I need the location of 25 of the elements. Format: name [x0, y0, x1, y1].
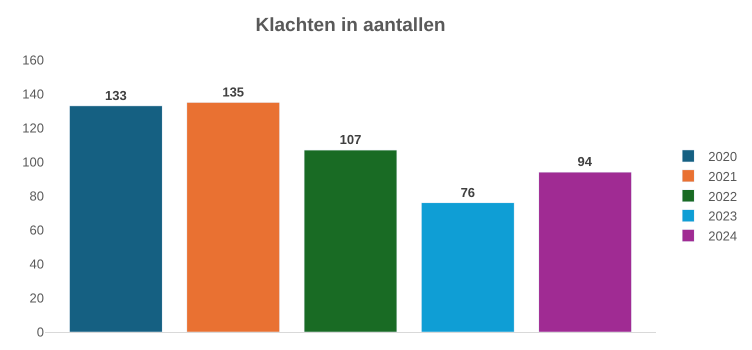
y-tick-label: 20 [30, 290, 44, 306]
legend-label: 2021 [708, 168, 738, 184]
y-tick-label: 100 [22, 154, 44, 170]
legend-label: 2020 [708, 149, 738, 164]
y-tick-label: 40 [30, 256, 44, 272]
chart-title: Klachten in aantallen [255, 14, 446, 36]
y-tick-label: 160 [22, 52, 44, 68]
legend-label: 2023 [708, 208, 738, 224]
bar [69, 106, 162, 332]
y-tick-label: 0 [36, 324, 44, 340]
data-label: 135 [222, 84, 244, 100]
bar [538, 172, 632, 332]
data-label: 133 [105, 88, 127, 103]
y-tick-label: 60 [30, 222, 44, 238]
y-tick-label: 80 [30, 188, 44, 204]
legend-label: 2022 [708, 188, 738, 204]
legend-label: 2024 [708, 228, 738, 244]
data-label: 107 [340, 132, 362, 148]
data-label: 76 [460, 184, 476, 200]
bar [186, 102, 280, 332]
bar [421, 202, 514, 332]
y-tick-label: 120 [22, 120, 44, 136]
bar [304, 150, 398, 332]
y-tick-label: 140 [22, 86, 44, 102]
data-label: 94 [578, 154, 593, 170]
